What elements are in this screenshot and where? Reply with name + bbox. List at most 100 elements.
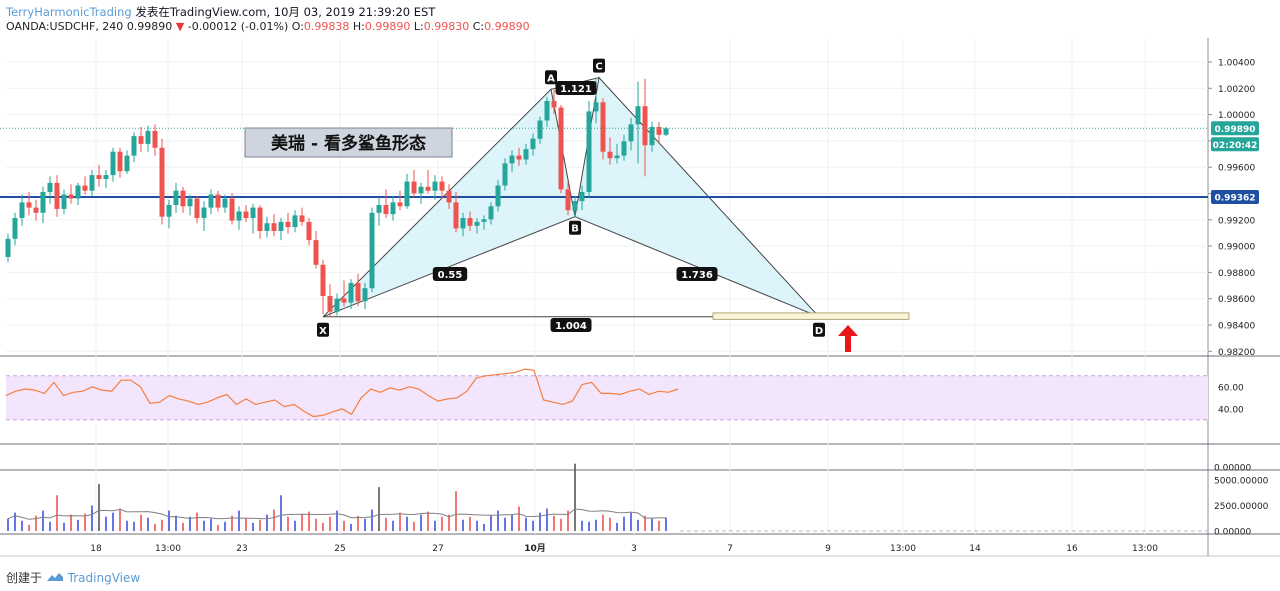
candle-body — [103, 175, 109, 179]
x-tick-label: 27 — [432, 544, 443, 554]
low-value: 0.99830 — [423, 20, 470, 33]
publish-info: 发表在TradingView.com, 10月 03, 2019 21:39:2… — [135, 5, 436, 19]
pattern-point-badge — [593, 58, 605, 73]
candle-body — [656, 127, 662, 135]
candle-body — [537, 120, 543, 139]
candle-body — [397, 202, 403, 207]
pattern-leg-bd — [574, 216, 820, 318]
pattern-point-label: A — [547, 73, 555, 84]
x-tick-label: 25 — [334, 544, 345, 554]
candle-body — [509, 155, 515, 164]
candle-body — [271, 223, 277, 231]
price-badge — [1211, 137, 1259, 152]
candle-body — [642, 106, 648, 146]
x-tick-label: 23 — [236, 544, 247, 554]
y-tick-label: 0.98400 — [1218, 322, 1255, 332]
footer: 创建于 TradingView — [6, 569, 140, 586]
x-tick-label: 7 — [727, 544, 733, 554]
close-label: C: — [472, 20, 485, 33]
candle-body — [257, 207, 263, 231]
candle-body — [481, 219, 487, 222]
candle-body — [68, 194, 74, 199]
candle-body — [222, 198, 228, 208]
y-tick-label: 0.98800 — [1218, 269, 1255, 279]
candle-body — [495, 185, 501, 207]
candle-body — [376, 205, 382, 213]
chart-title-box — [244, 127, 453, 158]
y-tick-label: 1.00000 — [1218, 111, 1255, 121]
candle-body — [173, 190, 179, 205]
candle-body — [250, 207, 256, 218]
candle-body — [418, 186, 424, 194]
ratio-label: 1.004 — [555, 321, 587, 332]
target-zone — [712, 312, 910, 320]
candle-body — [5, 238, 11, 257]
candle-body — [96, 175, 102, 179]
price-badge-label: 0.99362 — [1215, 193, 1256, 203]
candle-body — [138, 136, 144, 144]
last-price: 0.99890 — [126, 20, 173, 33]
candle-body — [404, 181, 410, 207]
close-value: 0.99890 — [484, 20, 530, 33]
x-tick-label: 9 — [825, 544, 831, 554]
candle-body — [306, 221, 312, 241]
candle-body — [208, 194, 214, 208]
candle-body — [327, 296, 333, 312]
volume-tick-label: 5000.00000 — [1214, 477, 1269, 487]
volume-tick-label: 2500.00000 — [1214, 502, 1269, 512]
y-tick-label: 1.00200 — [1218, 85, 1255, 95]
candle-body — [474, 221, 480, 226]
tradingview-brand-link[interactable]: TradingView — [67, 571, 141, 585]
candle-body — [432, 181, 438, 191]
ratio-label: 1.121 — [560, 84, 592, 95]
y-tick-label: 0.98200 — [1218, 348, 1255, 358]
candle-body — [614, 155, 620, 159]
candle-body — [635, 106, 641, 125]
candle-body — [628, 124, 634, 142]
candle-body — [61, 194, 67, 209]
y-tick-label: 0.99200 — [1218, 216, 1255, 226]
candle-body — [600, 102, 606, 152]
pattern-point-badge — [317, 322, 329, 337]
candle-body — [40, 192, 46, 213]
y-tick-label: 0.98600 — [1218, 295, 1255, 305]
candle-body — [47, 182, 53, 192]
candle-body — [411, 181, 417, 194]
candle-body — [460, 218, 466, 229]
candle-body — [572, 201, 578, 211]
price-badge — [1211, 121, 1259, 136]
candle-body — [446, 190, 452, 203]
candle-body — [425, 186, 431, 191]
candle-body — [131, 136, 137, 156]
author-name[interactable]: TerryHarmonicTrading — [6, 5, 132, 19]
candle-body — [607, 151, 613, 159]
candle-body — [586, 111, 592, 192]
x-tick-label: 10月 — [524, 543, 546, 554]
candle-body — [292, 215, 298, 228]
candle-body — [89, 175, 95, 191]
candle-body — [180, 190, 186, 207]
rsi-line — [5, 368, 679, 418]
symbol-label: OANDA:USDCHF, 240 — [6, 20, 124, 33]
ratio-badge — [676, 267, 718, 281]
candle-body — [362, 288, 368, 302]
candle-body — [593, 102, 599, 112]
candle-body — [117, 151, 123, 172]
candle-body — [194, 198, 200, 218]
candle-body — [229, 198, 235, 221]
pattern-point-badge — [813, 322, 825, 337]
candle-body — [341, 298, 347, 303]
candle-body — [145, 130, 151, 144]
rsi-band — [6, 375, 1208, 420]
candle-body — [152, 130, 158, 148]
price-badge-label: 02:20:42 — [1213, 141, 1258, 151]
x-tick-label: 14 — [969, 544, 981, 554]
rsi-tick-label: 40.00 — [1218, 405, 1244, 415]
pattern-point-label: D — [815, 326, 823, 337]
candle-body — [355, 283, 361, 302]
open-label: O: — [291, 20, 304, 33]
candle-body — [110, 151, 116, 176]
price-change: -0.00012 (-0.01%) — [187, 20, 289, 33]
candle-body — [579, 192, 585, 202]
